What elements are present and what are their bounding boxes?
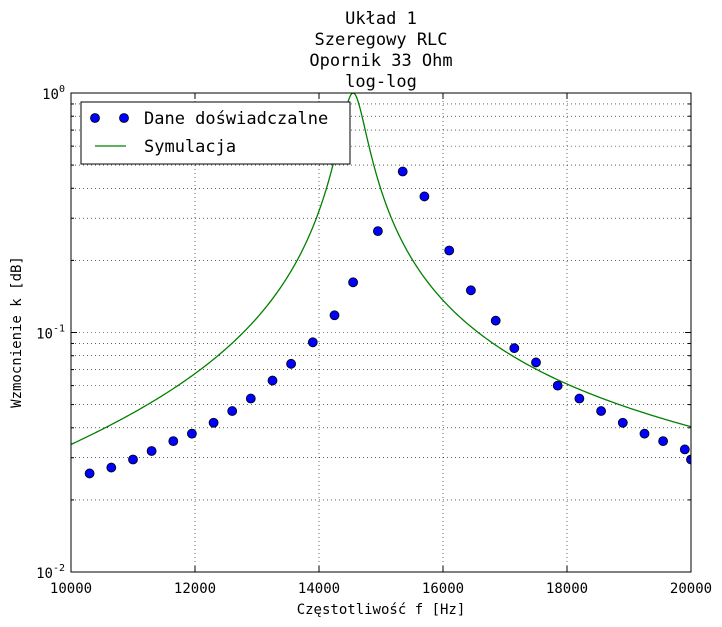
legend-marker-1a [90,113,100,123]
chart-title: Układ 1 Szeregowy RLC Opornik 33 Ohm log… [309,9,452,92]
data-point [531,357,541,368]
data-point [490,315,501,326]
data-point [146,446,157,456]
data-point [509,343,520,354]
x-tick-label: 18000 [546,581,588,597]
x-tick-label: 10000 [50,581,92,597]
data-point [106,462,117,473]
x-tick-label: 14000 [298,581,340,597]
data-point [227,406,238,416]
chart-title-line-2: Szeregowy RLC [314,30,447,50]
data-point [419,191,430,202]
data-point [397,166,408,177]
data-point [552,380,563,391]
legend-marker-1b [119,113,129,123]
x-tick-label: 16000 [422,581,464,597]
ticks: 10000 12000 14000 16000 18000 20000 10-2 10-1 10… [36,84,712,597]
data-point [267,375,278,386]
data-point [84,468,95,479]
data-point [444,245,455,256]
legend: Dane doświadczalne Symulacja [80,101,351,165]
series-layer [71,93,691,479]
data-point [329,310,340,321]
chart-title-line-4: log-log [345,72,417,92]
data-point [186,428,197,439]
legend-box [80,101,351,165]
simulation-line [71,93,691,446]
data-point [686,454,691,465]
data-point [639,428,650,439]
x-axis-label: Częstotliwość f [Hz] [297,602,466,618]
data-point [128,454,138,465]
chart-title-line-1: Układ 1 [345,9,417,29]
data-point [596,406,606,416]
data-point [307,337,318,348]
y-tick-label: 100 [42,84,65,103]
y-axis-label: Wzmocnienie k [dB] [9,256,25,408]
data-point [348,277,359,288]
y-tick-label: 10-1 [36,324,65,343]
data-point [168,436,179,447]
data-point [617,417,628,428]
data-point [208,417,219,428]
data-point [658,436,668,447]
legend-label-data: Dane doświadczalne [144,109,328,129]
grid [71,92,691,572]
data-point [286,358,297,369]
y-tick-label: 10-2 [36,563,65,582]
legend-label-simulation: Symulacja [144,137,236,157]
data-point [679,444,690,455]
chart-title-line-3: Opornik 33 Ohm [309,51,452,71]
data-point [372,226,383,237]
data-point [574,393,585,404]
data-point [245,393,256,404]
data-point [465,285,476,296]
x-tick-label: 20000 [670,581,712,597]
x-tick-label: 12000 [174,581,216,597]
